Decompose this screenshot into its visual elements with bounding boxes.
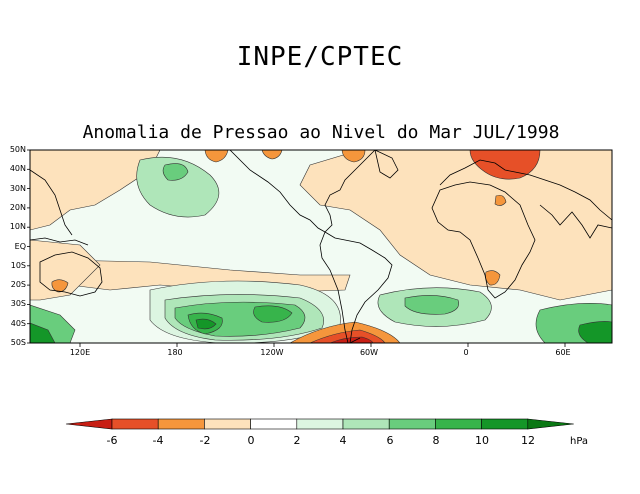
pos-region-southwest-core: [30, 322, 56, 343]
neg-spot-drake-max: [329, 336, 374, 343]
map-title: Anomalia de Pressao ao Nivel do Mar JUL/…: [82, 122, 560, 143]
lon-label: 120E: [69, 348, 91, 357]
colorbar-arrow-right: [527, 418, 574, 430]
colorbar-unit: hPa: [570, 436, 589, 447]
arabia-india-coast: [539, 204, 612, 239]
lat-label: 50S: [10, 338, 26, 347]
lat-label: 40S: [10, 319, 26, 328]
neg-region-atlantic-africa: [299, 150, 612, 301]
pos-region-southeast-core: [578, 321, 612, 343]
greenland-coast: [374, 150, 399, 179]
colorbar-label: 6: [386, 434, 394, 447]
colorbar-swatch: [388, 418, 436, 430]
europe-asia-coast: [439, 159, 612, 221]
neg-spot-north-atlantic: [341, 150, 366, 163]
colorbar-swatch: [342, 418, 390, 430]
colorbar-label: -4: [152, 434, 164, 447]
colorbar-label: 8: [432, 434, 440, 447]
lon-label: 0: [463, 348, 469, 357]
lon-label: 180: [167, 348, 183, 357]
lon-label: 60W: [359, 348, 379, 357]
pos-region-south-pacific-max: [195, 318, 217, 330]
colorbar-label: -2: [199, 434, 211, 447]
lon-label: 120W: [260, 348, 284, 357]
colorbar-arrow-left: [65, 418, 113, 430]
pos-region-north-pacific-core: [162, 163, 189, 181]
neg-spot-australia: [51, 279, 69, 293]
north-america-coast: [229, 150, 376, 233]
colorbar-label: 4: [339, 434, 347, 447]
neg-region-north-pacific-west: [30, 150, 161, 231]
lat-label: 10N: [9, 222, 26, 231]
lat-label: 10S: [10, 261, 26, 270]
colorbar: [65, 418, 574, 430]
east-asia-coast: [30, 169, 73, 236]
colorbar-label: -6: [106, 434, 118, 447]
lat-label: 20S: [10, 280, 26, 289]
colorbar-label: 0: [247, 434, 255, 447]
lat-label: 30S: [10, 299, 26, 308]
neg-spot-north-pacific: [204, 150, 229, 163]
colorbar-swatch: [250, 418, 298, 430]
pos-region-south-pacific-core2: [253, 305, 293, 323]
south-america-coast: [319, 231, 393, 343]
lat-label: 40N: [9, 164, 26, 173]
lat-ticks: [27, 149, 30, 344]
anomaly-field: [30, 150, 612, 343]
neg-spot-africa-north: [494, 194, 507, 206]
colorbar-label: 10: [475, 434, 489, 447]
colorbar-swatch: [111, 418, 159, 430]
colorbar-swatch: [204, 418, 251, 430]
lat-label: EQ: [14, 242, 26, 251]
indonesia-coast: [30, 237, 89, 246]
neg-spot-canada: [261, 150, 283, 160]
colorbar-swatch: [481, 418, 529, 430]
lon-label: 60E: [555, 348, 571, 357]
antarctic-peninsula-coast: [349, 337, 361, 343]
neg-spot-europe: [469, 150, 541, 180]
neg-region-indian: [30, 239, 101, 301]
colorbar-label: 2: [293, 434, 301, 447]
lat-label: 30N: [9, 184, 26, 193]
colorbar-swatch: [157, 418, 205, 430]
organization-title: INPE/CPTEC: [236, 42, 404, 72]
lat-label: 50N: [9, 145, 26, 154]
colorbar-swatch: [435, 418, 482, 430]
colorbar-swatch: [296, 418, 344, 430]
lon-ticks: [79, 343, 566, 347]
lat-label: 20N: [9, 203, 26, 212]
africa-coast: [431, 181, 536, 299]
australia-coast: [39, 251, 103, 297]
coastlines: [30, 150, 612, 343]
colorbar-label: 12: [521, 434, 535, 447]
pos-region-south-atlantic-core: [404, 295, 459, 315]
pos-region-north-pacific: [136, 156, 220, 218]
